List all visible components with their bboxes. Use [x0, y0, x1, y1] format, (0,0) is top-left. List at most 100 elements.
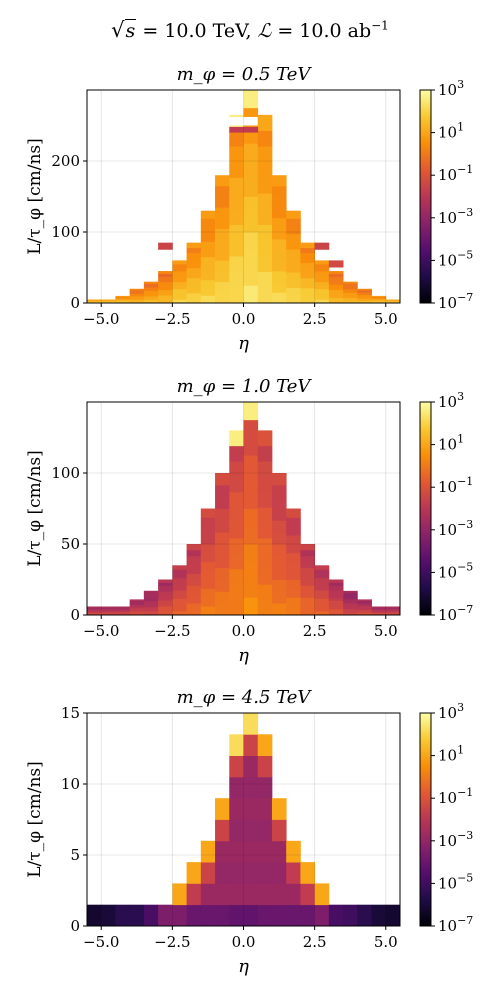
heatmap-cell [200, 862, 216, 884]
heatmap-cell [286, 272, 301, 281]
heatmap-cell [243, 862, 259, 884]
heatmap-cell [143, 606, 159, 610]
heatmap-cell [257, 287, 273, 303]
heatmap-cell [243, 840, 259, 863]
heatmap-cell [328, 579, 344, 583]
heatmap-cell [129, 297, 145, 299]
heatmap-cell [143, 288, 159, 291]
heatmap-cell [172, 904, 187, 926]
heatmap-cell [101, 608, 116, 610]
heatmap-cell [215, 591, 230, 604]
heatmap-cell [129, 613, 145, 615]
heatmap-cell [271, 603, 287, 615]
heatmap-cell [158, 292, 173, 296]
y-tick-label: 50 [61, 535, 80, 553]
heatmap-cell [129, 612, 145, 615]
heatmap-cell [143, 604, 159, 608]
heatmap-cell [371, 607, 387, 610]
heatmap-cell [300, 561, 316, 569]
heatmap-cell [172, 288, 187, 293]
heatmap-cell [115, 299, 131, 301]
heatmap-cell [229, 798, 244, 820]
heatmap-cell [385, 607, 400, 609]
heatmap-cell [328, 904, 344, 926]
heatmap-cell [257, 177, 273, 194]
heatmap-cell [314, 904, 330, 926]
heatmap-cell [186, 267, 202, 274]
colorbar [419, 712, 432, 927]
heatmap-cell [129, 289, 145, 292]
heatmap-cell [215, 883, 230, 906]
heatmap-cell [257, 240, 273, 257]
heatmap-cell [300, 292, 316, 299]
heatmap-cell [200, 226, 216, 235]
heatmap-cell [158, 287, 173, 291]
heatmap-cell [371, 299, 387, 301]
heatmap-cell [129, 295, 145, 298]
heatmap-cell [371, 612, 387, 614]
heatmap-cell [300, 904, 316, 926]
heatmap-cell [300, 579, 316, 586]
heatmap-cell [229, 445, 244, 462]
y-tick-label: 10 [61, 775, 80, 793]
heatmap-cell [172, 274, 187, 279]
heatmap-cell [371, 904, 387, 926]
heatmap-cell [129, 609, 145, 612]
heatmap-cell [172, 278, 187, 283]
heatmap-cell [115, 904, 131, 926]
heatmap-cell [172, 581, 187, 587]
heatmap-cell [343, 592, 358, 596]
heatmap-cell [257, 461, 273, 477]
heatmap-cell [271, 819, 287, 842]
heatmap-cell [115, 608, 131, 610]
heatmap-cell [186, 567, 202, 574]
heatmap-cell [286, 904, 301, 926]
heatmap-cell [200, 241, 216, 250]
heatmap-cell [343, 608, 358, 612]
heatmap-cell [172, 606, 187, 612]
heatmap-cell [385, 611, 400, 613]
heatmap-cell [172, 263, 187, 268]
heatmap-cell [172, 577, 187, 583]
heatmap-cell [328, 297, 344, 301]
heatmap-cell [371, 610, 387, 612]
heatmap-cell [243, 561, 259, 580]
heatmap-cell [357, 288, 372, 291]
heatmap-cell [271, 508, 287, 521]
heatmap-cell [257, 734, 273, 756]
heatmap-cell [200, 570, 216, 580]
heatmap-cell [271, 260, 287, 272]
heatmap-cell [271, 520, 287, 533]
heatmap-cell [158, 904, 173, 926]
heatmap-cell [271, 228, 287, 240]
heatmap-cell [158, 273, 173, 277]
heatmap-cell [243, 178, 259, 197]
heatmap-cell [271, 798, 287, 820]
heatmap-cell [143, 281, 159, 284]
heatmap-cell [271, 579, 287, 592]
heatmap-cell [158, 588, 173, 592]
heatmap-cell [101, 610, 116, 612]
heatmap-cell [257, 584, 273, 601]
heatmap-cell [115, 606, 131, 608]
heatmap-cell [172, 281, 187, 286]
heatmap-cell [257, 819, 273, 842]
heatmap-cell [143, 290, 159, 293]
heatmap-cell [257, 208, 273, 226]
heatmap-cell [300, 555, 316, 563]
heatmap-cell [328, 279, 344, 283]
heatmap-cell [215, 840, 230, 863]
heatmap-cell [101, 609, 116, 611]
heatmap-cell [129, 607, 145, 609]
heatmap-cell [229, 538, 244, 554]
heatmap-cell [300, 262, 316, 269]
heatmap-cell [200, 210, 216, 219]
heatmap-cell [357, 289, 372, 292]
heatmap-cell [200, 287, 216, 296]
heatmap-cell [300, 573, 316, 580]
heatmap-cell [300, 287, 316, 294]
heatmap-cell [257, 193, 273, 210]
heatmap-cell [357, 604, 372, 607]
heatmap-cell [300, 883, 316, 906]
